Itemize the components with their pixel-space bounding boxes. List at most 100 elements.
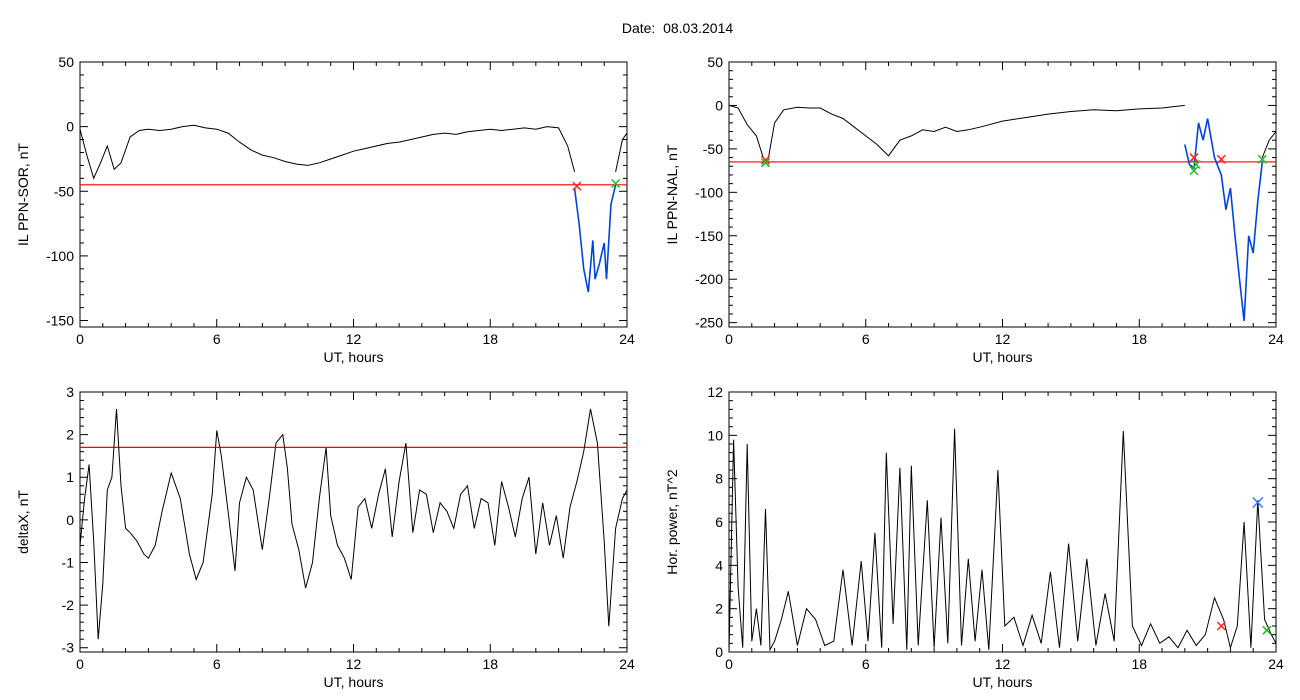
y-tick-label: -150 [695, 228, 723, 244]
y-tick-label: -3 [62, 640, 75, 656]
y-tick-label: 10 [707, 427, 723, 443]
x-tick-label: 12 [995, 656, 1011, 672]
marker-start [1216, 621, 1226, 631]
y-tick-label: -250 [695, 315, 723, 331]
x-tick-label: 12 [995, 331, 1011, 347]
marker-end [611, 178, 621, 189]
y-tick-label: 50 [707, 54, 723, 70]
y-tick-label: 0 [66, 512, 74, 528]
x-axis-label: UT, hours [973, 674, 1033, 690]
series-line [80, 408, 627, 640]
y-tick-label: -50 [703, 141, 723, 157]
series-line [729, 428, 1276, 652]
marker-stroke [1216, 154, 1226, 164]
x-axis-label: UT, hours [973, 349, 1033, 365]
marker-stroke [760, 158, 770, 168]
data-layer [729, 428, 1276, 652]
y-tick-label: -2 [62, 597, 75, 613]
y-tick-label: 50 [58, 54, 74, 70]
y-tick-label: 0 [715, 644, 723, 660]
marker-start [760, 155, 770, 165]
y-tick-label: 3 [66, 384, 74, 400]
y-tick-label: 6 [715, 514, 723, 530]
marker-stroke [1189, 166, 1199, 176]
x-tick-label: 18 [1131, 656, 1147, 672]
y-axis-label: IL PPN-SOR, nT [15, 143, 31, 246]
x-tick-label: 24 [619, 331, 635, 347]
plot-frame [728, 61, 1277, 328]
event-series-line [1184, 118, 1264, 321]
y-tick-label: -1 [62, 554, 75, 570]
plot-frame [79, 61, 628, 328]
plot-frame [79, 391, 628, 653]
x-tick-label: 24 [619, 656, 635, 672]
x-tick-label: 24 [1268, 331, 1284, 347]
event-series-line [573, 184, 617, 293]
x-tick-label: 18 [1131, 331, 1147, 347]
marker-end [1189, 166, 1199, 176]
y-tick-label: 2 [66, 427, 74, 443]
marker-stroke [1189, 153, 1199, 163]
marker-stroke [760, 155, 770, 165]
x-axis-label: UT, hours [324, 349, 384, 365]
x-tick-label: 12 [346, 656, 362, 672]
marker-peak [1252, 496, 1264, 509]
x-tick-label: 6 [213, 331, 221, 347]
date-label: Date: [621, 20, 656, 36]
data-layer [80, 408, 627, 640]
series-line [615, 132, 627, 173]
y-axis-label: IL PPN-NAL, nT [664, 144, 680, 244]
y-tick-label: 0 [66, 119, 74, 135]
series-line [80, 124, 576, 180]
x-tick-label: 0 [76, 656, 84, 672]
marker-end [1191, 159, 1201, 170]
x-tick-label: 0 [76, 331, 84, 347]
marker-stroke [1252, 496, 1264, 509]
marker-start [572, 181, 582, 191]
marker-stroke [572, 181, 582, 191]
x-axis-label: UT, hours [324, 674, 384, 690]
panel-il-ppn-sor: 0 6 12 18 24 -150 -100 -50 0 50 UT, hours IL PPN-SO… [15, 54, 635, 365]
marker-end [760, 158, 770, 168]
date-title: Date: 08.03.2014 [0, 20, 1300, 36]
panel-il-ppn-nal: 0 6 12 18 24 -250 -200 -150 -100 -50 0 50 UT, hours I… [664, 54, 1284, 365]
y-tick-label: -150 [46, 313, 74, 329]
marker-stroke [1216, 621, 1226, 631]
marker-end [1262, 625, 1272, 635]
marker-stroke [1257, 154, 1267, 164]
x-tick-label: 18 [482, 656, 498, 672]
y-tick-label: -100 [695, 184, 723, 200]
x-tick-label: 12 [346, 331, 362, 347]
x-tick-label: 6 [862, 656, 870, 672]
x-tick-label: 24 [1268, 656, 1284, 672]
y-tick-label: 1 [66, 469, 74, 485]
marker-end [1257, 154, 1267, 164]
data-layer [80, 124, 627, 293]
marker-stroke [1191, 159, 1201, 170]
y-axis-label: Hor. power, nT^2 [664, 469, 680, 575]
x-tick-label: 18 [482, 331, 498, 347]
x-tick-label: 6 [213, 656, 221, 672]
marker-stroke [1262, 625, 1272, 635]
y-tick-label: 4 [715, 557, 723, 573]
marker-start [1189, 153, 1199, 163]
y-tick-label: 0 [715, 97, 723, 113]
series-line [1261, 131, 1276, 158]
marker-stroke [611, 178, 621, 189]
y-tick-label: 12 [707, 384, 723, 400]
y-tick-label: -50 [54, 183, 74, 199]
x-tick-label: 0 [725, 331, 733, 347]
series-line [729, 104, 1185, 163]
y-tick-label: 8 [715, 471, 723, 487]
y-axis-label: deltaX, nT [15, 490, 31, 554]
y-tick-label: -100 [46, 248, 74, 264]
marker-start [1216, 154, 1226, 164]
data-layer [729, 104, 1276, 321]
date-value: 08.03.2014 [663, 20, 734, 36]
x-tick-label: 0 [725, 656, 733, 672]
y-tick-label: -200 [695, 271, 723, 287]
x-tick-label: 6 [862, 331, 870, 347]
